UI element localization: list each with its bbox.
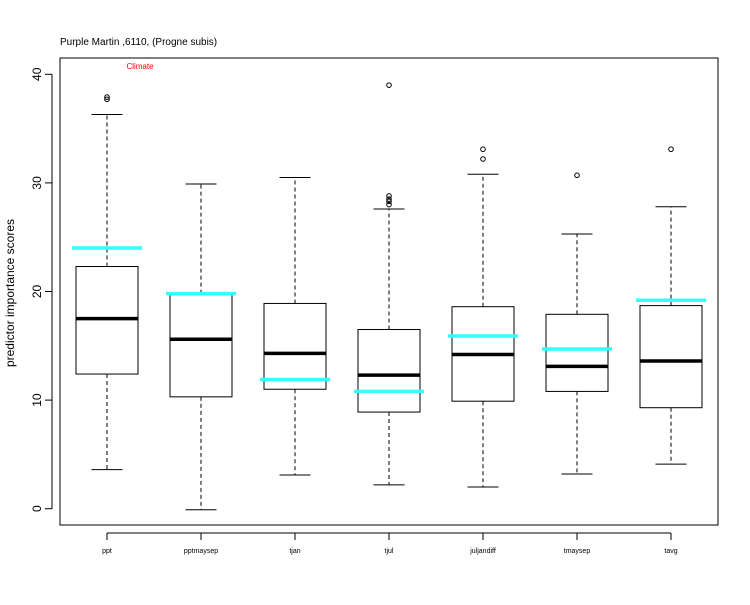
y-tick-label: 40 xyxy=(30,67,44,81)
y-tick-label: 0 xyxy=(30,505,44,512)
x-tick-label-juljandiff: juljandiff xyxy=(469,548,496,555)
outlier-point xyxy=(480,146,486,153)
iqr-box xyxy=(357,329,421,413)
plot-frame xyxy=(59,57,719,526)
box-tavg xyxy=(636,146,706,465)
outlier-point xyxy=(668,146,674,153)
box-pptmaysep xyxy=(166,183,236,511)
iqr-box xyxy=(169,293,233,398)
y-axis-label: predictor importance scores xyxy=(3,219,17,367)
x-tick-label-tmaysep: tmaysep xyxy=(564,548,591,555)
box-tjan xyxy=(260,176,330,476)
iqr-box xyxy=(263,302,327,390)
outlier-point xyxy=(386,196,392,202)
outlier-point xyxy=(386,82,392,88)
y-tick-label: 10 xyxy=(30,393,44,407)
x-tick-label-ppt: ppt xyxy=(102,548,112,555)
y-tick-label: 30 xyxy=(30,176,44,190)
outlier-point xyxy=(574,172,580,179)
x-tick-label-tjan: tjan xyxy=(289,548,300,555)
iqr-box xyxy=(545,313,609,392)
x-tick-label-pptmaysep: pptmaysep xyxy=(184,548,218,555)
y-tick-label: 20 xyxy=(30,285,44,299)
outlier-point xyxy=(386,193,392,199)
outlier-point xyxy=(386,201,392,208)
outlier-point xyxy=(104,94,110,100)
outlier-point xyxy=(104,96,110,103)
x-tick-label-tavg: tavg xyxy=(664,548,677,555)
iqr-box xyxy=(639,305,703,409)
x-tick-label-tjul: tjul xyxy=(385,548,394,555)
box-juljandiff xyxy=(448,146,518,488)
x-axis: ppt pptmaysep tjan tjul juljandiff tmaysep tav… xyxy=(102,532,678,555)
climate-annotation: Climate xyxy=(126,62,154,71)
box-tmaysep xyxy=(542,172,612,475)
box-tjul xyxy=(354,82,424,486)
y-axis: 0 10 20 30 40 xyxy=(30,67,53,512)
box-ppt xyxy=(72,94,142,471)
outlier-point xyxy=(480,156,486,162)
outlier-point xyxy=(386,198,392,205)
boxes-layer xyxy=(72,82,706,511)
chart-title: Purple Martin ,6110, (Progne subis) xyxy=(60,37,217,48)
